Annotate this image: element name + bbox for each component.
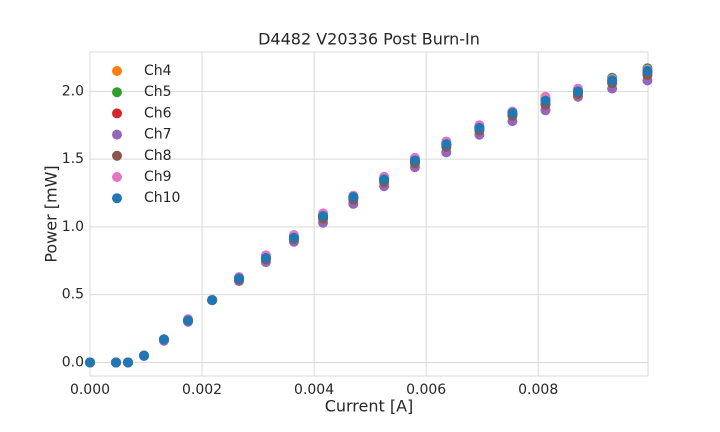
point <box>123 357 134 368</box>
point <box>207 295 218 306</box>
legend-label: Ch9 <box>144 169 172 185</box>
legend-marker <box>112 108 122 119</box>
y-tick-label: 0.0 <box>62 354 84 370</box>
y-tick-label: 1.5 <box>62 151 84 167</box>
plot-frame <box>89 51 649 377</box>
point <box>234 273 245 284</box>
y-axis-label: Power [mW] <box>42 165 61 262</box>
point <box>572 86 583 97</box>
point <box>507 108 518 119</box>
point <box>409 155 420 166</box>
x-tick-label: 0.004 <box>294 382 334 398</box>
x-tick-label: 0.002 <box>182 382 222 398</box>
x-tick-label: 0.000 <box>70 382 110 398</box>
point <box>139 350 150 361</box>
point <box>260 253 271 264</box>
legend-marker <box>112 66 122 76</box>
chart-title: D4482 V20336 Post Burn-In <box>258 30 480 49</box>
x-axis-label: Current [A] <box>325 397 414 416</box>
y-tick-label: 0.5 <box>62 287 84 303</box>
point <box>318 211 329 222</box>
x-tick-label: 0.006 <box>406 382 446 398</box>
legend-label: Ch8 <box>144 148 172 164</box>
legend-label: Ch10 <box>144 190 180 206</box>
legend-label: Ch6 <box>144 105 172 121</box>
legend-marker <box>112 172 122 182</box>
legend-marker <box>112 193 122 204</box>
y-tick-label: 1.0 <box>62 219 84 235</box>
x-tick-label: 0.008 <box>518 382 558 398</box>
point <box>288 232 299 243</box>
point <box>607 75 618 86</box>
legend-marker <box>112 87 122 98</box>
point <box>110 357 121 368</box>
point <box>642 65 653 76</box>
point <box>183 315 194 326</box>
legend-label: Ch7 <box>144 127 172 143</box>
point <box>85 357 95 368</box>
y-tick-label: 2.0 <box>62 83 84 99</box>
legend-label: Ch4 <box>144 63 172 79</box>
point <box>348 192 359 203</box>
point <box>441 139 452 150</box>
point <box>474 122 485 133</box>
legend-marker <box>112 129 122 140</box>
point <box>158 334 169 345</box>
legend-label: Ch5 <box>144 84 172 100</box>
point <box>540 95 551 106</box>
point <box>379 174 390 185</box>
legend-marker <box>112 150 122 161</box>
